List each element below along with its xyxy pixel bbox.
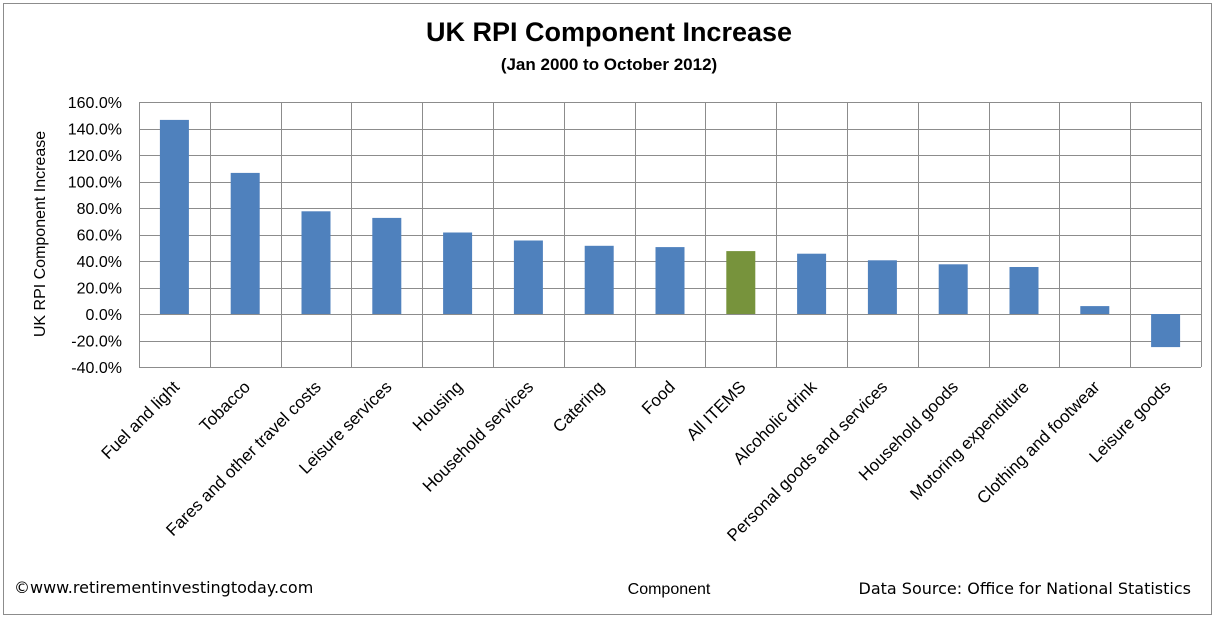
bar-tobacco <box>230 172 260 314</box>
bar-leisure-services <box>372 217 402 314</box>
bar-alcoholic-drink <box>797 253 827 314</box>
y-tick-label: -20.0% <box>71 334 122 351</box>
bar-catering <box>584 245 614 314</box>
chart-subtitle: (Jan 2000 to October 2012) <box>501 55 717 74</box>
bar-personal-goods-and-services <box>867 260 897 314</box>
x-category-label: Clothing and footwear <box>973 377 1104 508</box>
y-tick-label: 80.0% <box>77 201 122 218</box>
copyright-text: ©www.retirementinvestingtoday.com <box>14 578 313 597</box>
y-tick-label: 160.0% <box>68 95 122 112</box>
y-tick-label: 100.0% <box>68 175 122 192</box>
gridlines <box>139 102 1202 368</box>
chart-title: UK RPI Component Increase <box>426 17 792 47</box>
y-tick-label: -40.0% <box>71 360 122 377</box>
x-category-label: Fuel and light <box>98 377 184 463</box>
y-tick-label: 60.0% <box>77 228 122 245</box>
y-tick-label: 20.0% <box>77 281 122 298</box>
bar-food <box>655 247 685 314</box>
data-source-text: Data Source: Office for National Statist… <box>859 579 1192 598</box>
bar-household-services <box>513 240 543 314</box>
y-tick-label: 40.0% <box>77 254 122 271</box>
y-tick-label: 120.0% <box>68 148 122 165</box>
y-axis-ticks: 160.0% 140.0% 120.0% 100.0% 80.0% 60.0% 40.0% 2… <box>68 95 122 377</box>
x-category-label: Food <box>638 377 679 418</box>
bar-fuel-and-light <box>159 119 189 315</box>
bar-fares-and-other-travel-costs <box>301 211 331 314</box>
x-category-label: Tobacco <box>196 377 254 435</box>
x-category-label: All ITEMS <box>683 377 750 444</box>
x-category-label: Catering <box>549 377 608 436</box>
y-axis-title: UK RPI Component Increase <box>32 131 49 337</box>
x-category-label: Motoring expenditure <box>906 377 1032 503</box>
bars <box>159 119 1181 348</box>
bar-clothing-and-footwear <box>1080 306 1110 314</box>
bar-motoring-expenditure <box>1009 267 1039 314</box>
bar-housing <box>443 232 473 314</box>
x-category-label: Housing <box>409 377 467 435</box>
bar-household-goods <box>938 264 968 314</box>
bar-all-items <box>726 251 756 314</box>
y-tick-label: 140.0% <box>68 122 122 139</box>
bar-leisure-goods <box>1151 314 1181 348</box>
x-axis-title: Component <box>628 581 711 598</box>
y-tick-label: 0.0% <box>86 307 122 324</box>
